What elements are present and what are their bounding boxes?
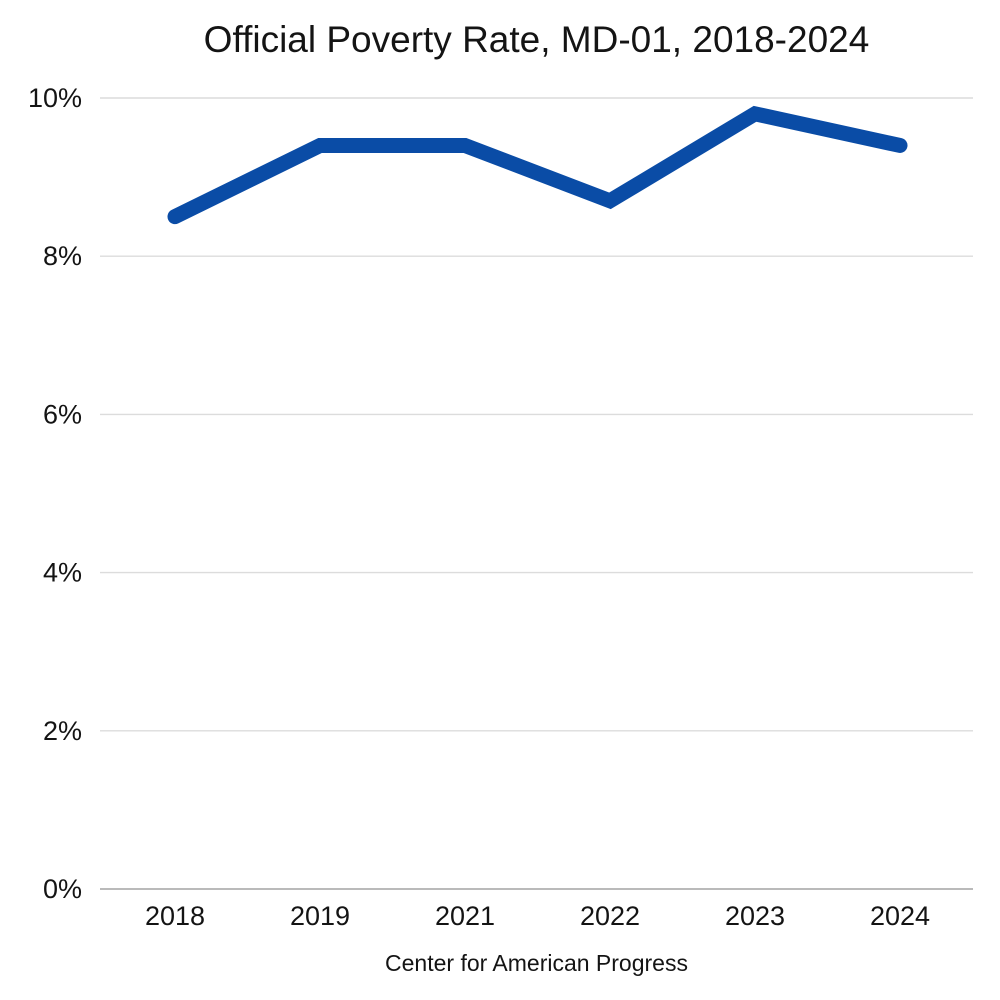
y-axis-tick-label: 10% <box>28 83 82 113</box>
x-axis-tick-label: 2019 <box>290 901 350 931</box>
x-axis-tick-label: 2024 <box>870 901 930 931</box>
x-axis-tick-label: 2018 <box>145 901 205 931</box>
y-axis-tick-label: 2% <box>43 716 82 746</box>
x-axis-tick-label: 2021 <box>435 901 495 931</box>
x-axis-tick-label: 2022 <box>580 901 640 931</box>
x-axis-tick-label: 2023 <box>725 901 785 931</box>
y-axis-tick-label: 4% <box>43 558 82 588</box>
poverty-rate-line-series <box>167 105 908 225</box>
y-axis-tick-label: 8% <box>43 241 82 271</box>
y-axis-tick-label: 6% <box>43 399 82 429</box>
chart-title: Official Poverty Rate, MD-01, 2018-2024 <box>203 19 870 60</box>
y-axis-tick-label: 0% <box>43 874 82 904</box>
chart-caption: Center for American Progress <box>385 950 688 976</box>
